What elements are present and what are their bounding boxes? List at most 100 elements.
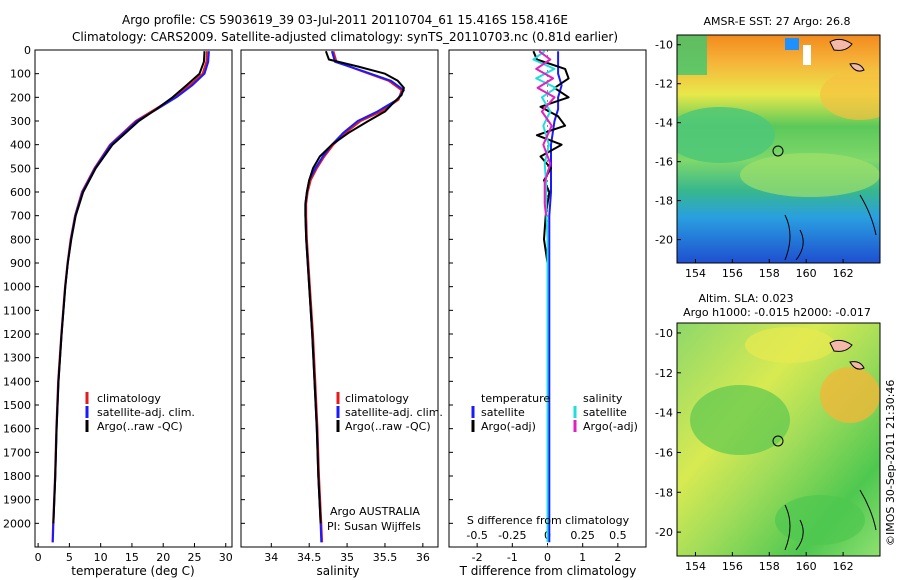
y-tick-label: 500 xyxy=(10,162,31,175)
s-difference-tick-label: 0.25 xyxy=(570,529,595,542)
legend-s-argo-label: Argo(-adj) xyxy=(583,420,638,433)
difference-panel: -2 -1 0 1 2 -0.5 -0.25 0 0.25 0.5 T difference f… xyxy=(448,49,647,578)
t-difference-axis-label: T difference from climatology xyxy=(459,564,637,578)
bathymetry-contour xyxy=(784,489,877,551)
sla-map-title-line2: Argo h1000: -0.015 h2000: -0.017 xyxy=(683,306,871,319)
s-difference-tick-label: -0.5 xyxy=(466,529,487,542)
series-line-climatology xyxy=(51,51,208,543)
difference-profiles xyxy=(532,50,570,543)
map-x-tick-label: 162 xyxy=(833,560,854,573)
map-y-tick-label: -16 xyxy=(655,156,673,169)
x-tick-label: 34 xyxy=(264,551,278,564)
legend-t-satellite-label: satellite xyxy=(481,406,525,419)
x-tick-label: 35 xyxy=(340,551,354,564)
sst-cell xyxy=(785,38,799,50)
map-x-tick-label: 160 xyxy=(796,267,817,280)
argo-position-marker xyxy=(772,435,784,447)
legend-salinity-header: salinity xyxy=(583,392,623,405)
sst-heatmap xyxy=(677,35,880,263)
sst-warm-band xyxy=(740,153,880,197)
temperature-axis-label: temperature (deg C) xyxy=(71,564,194,578)
figure-title-line1: Argo profile: CS 5903619_39 03-Jul-2011 … xyxy=(122,13,568,27)
legend-climatology-label: climatology xyxy=(97,392,161,405)
legend-satellite-adj-label: satellite-adj. clim. xyxy=(345,406,443,419)
legend-argo-raw-label: Argo(..raw -QC) xyxy=(345,420,431,433)
y-tick-label: 1400 xyxy=(3,375,31,388)
temperature-profiles xyxy=(51,51,210,543)
sla-map-title-line1: Altim. SLA: 0.023 xyxy=(698,292,793,305)
x-tick-label: 30 xyxy=(219,551,233,564)
x-tick-label: 36 xyxy=(416,551,430,564)
sla-low-patch xyxy=(775,495,865,545)
map-y-tick-label: -10 xyxy=(655,327,673,340)
difference-panel-frame xyxy=(448,49,647,548)
map-y-tick-label: -14 xyxy=(655,117,673,130)
y-tick-label: 1800 xyxy=(3,470,31,483)
map-x-tick-label: 156 xyxy=(722,560,743,573)
map-x-tick-label: 154 xyxy=(685,267,706,280)
sla-map-panel: Altim. SLA: 0.023 Argo h1000: -0.015 h20… xyxy=(655,292,881,573)
series-line-argo-raw-qc- xyxy=(304,50,405,524)
y-tick-label: 1700 xyxy=(3,446,31,459)
island-outline xyxy=(849,361,865,370)
x-tick-label: 10 xyxy=(94,551,108,564)
y-tick-label: 800 xyxy=(10,233,31,246)
map-y-tick-label: -18 xyxy=(655,195,673,208)
y-tick-label: 600 xyxy=(10,186,31,199)
sst-land-mask-nw xyxy=(677,35,707,75)
sla-low-patch xyxy=(690,385,790,455)
sla-heatmap xyxy=(677,323,880,556)
salinity-axis-ticks: 34 34.5 35 35.5 36 xyxy=(264,543,430,564)
figure-title-line2: Climatology: CARS2009. Satellite-adjuste… xyxy=(72,30,618,44)
map-x-tick-label: 162 xyxy=(833,267,854,280)
salinity-panel: 34 34.5 35 35.5 36 salinity climatology sate… xyxy=(240,49,443,578)
x-tick-label: 0 xyxy=(35,551,42,564)
x-tick-label: 20 xyxy=(156,551,170,564)
y-tick-label: 0 xyxy=(24,44,31,57)
y-tick-label: 1100 xyxy=(3,304,31,317)
s-difference-axis-label: S difference from climatology xyxy=(467,514,630,527)
temperature-axis-ticks: 0 5 10 15 20 25 30 xyxy=(35,543,233,564)
y-tick-label: 1500 xyxy=(3,399,31,412)
x-tick-label: 25 xyxy=(187,551,201,564)
sst-cool-patch xyxy=(677,107,775,163)
temperature-legend: climatology satellite-adj. clim. Argo(..… xyxy=(85,392,195,433)
sst-map-frame xyxy=(676,34,881,264)
credit-stamp: ©IMOS 30-Sep-2011 21:30:46 xyxy=(884,380,897,546)
y-tick-label: 100 xyxy=(10,68,31,81)
x-tick-label: -1 xyxy=(507,551,518,564)
salinity-profiles xyxy=(304,50,405,543)
map-y-tick-label: -18 xyxy=(655,486,673,499)
y-tick-label: 1900 xyxy=(3,494,31,507)
salinity-legend: climatology satellite-adj. clim. Argo(..… xyxy=(336,392,443,433)
map-x-tick-label: 158 xyxy=(759,267,780,280)
x-tick-label: 34.5 xyxy=(297,551,322,564)
difference-legend: temperature salinity satellite Argo(-adj… xyxy=(471,392,638,433)
y-tick-label: 1000 xyxy=(3,281,31,294)
s-difference-tick-label: 0.5 xyxy=(609,529,627,542)
y-tick-label: 400 xyxy=(10,139,31,152)
x-tick-label: -2 xyxy=(472,551,483,564)
legend-s-satellite-label: satellite xyxy=(583,406,627,419)
s-difference-tick-label: -0.25 xyxy=(498,529,526,542)
legend-t-argo-label: Argo(-adj) xyxy=(481,420,536,433)
y-tick-label: 1300 xyxy=(3,352,31,365)
x-tick-label: 15 xyxy=(125,551,139,564)
legend-climatology-label: climatology xyxy=(345,392,409,405)
sst-map-title: AMSR-E SST: 27 Argo: 26.8 xyxy=(703,15,850,28)
sla-high-patch xyxy=(745,327,835,363)
sst-map-panel: AMSR-E SST: 27 Argo: 26.8 154 156 158 160 16… xyxy=(655,15,881,280)
y-tick-label: 1200 xyxy=(3,328,31,341)
x-tick-label: 2 xyxy=(614,551,621,564)
map-y-tick-label: -12 xyxy=(655,78,673,91)
y-tick-label: 2000 xyxy=(3,517,31,530)
series-line-salinity-satellite xyxy=(532,50,557,543)
sla-map-frame xyxy=(676,322,881,557)
sst-warm-patch xyxy=(820,70,880,120)
series-line-temperature-satellite xyxy=(548,51,563,543)
legend-temperature-header: temperature xyxy=(481,392,550,405)
argo-country-annotation: Argo AUSTRALIA xyxy=(330,505,420,518)
island-outline xyxy=(829,339,853,352)
map-y-tick-label: -10 xyxy=(655,39,673,52)
